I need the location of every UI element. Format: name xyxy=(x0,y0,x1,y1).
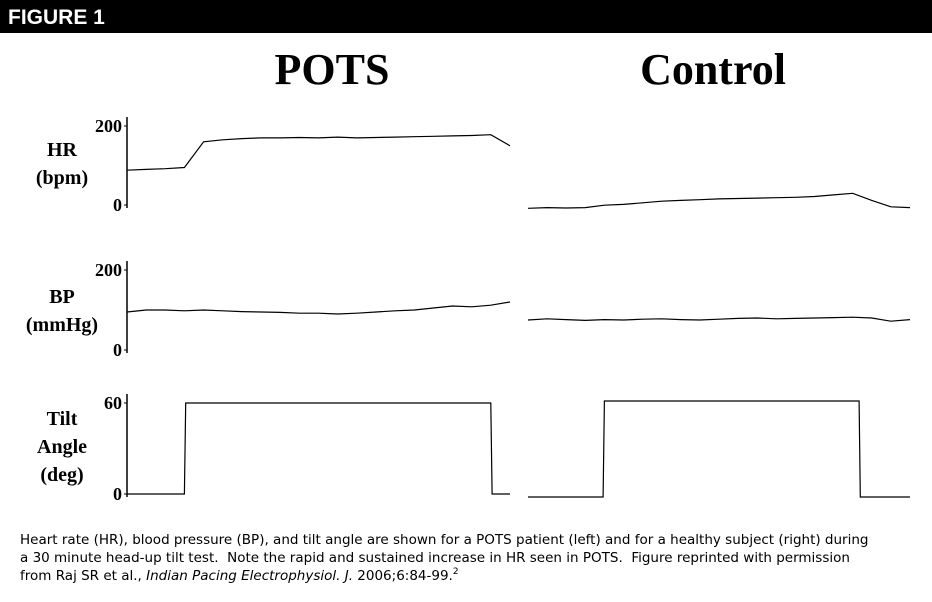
row-label: (mmHg) xyxy=(26,314,98,336)
trace xyxy=(127,402,510,495)
trace xyxy=(126,134,511,171)
citation-details: 2006;6:84-99. xyxy=(353,568,453,584)
row-label: (bpm) xyxy=(36,167,88,189)
y-tick-label: 0 xyxy=(113,484,122,504)
header-title: FIGURE 1 xyxy=(8,6,105,29)
row-label: Angle xyxy=(37,436,87,458)
row-label: HR xyxy=(47,139,78,161)
row-label: (deg) xyxy=(40,464,83,486)
y-tick-label: 200 xyxy=(95,260,122,280)
row-label: Tilt xyxy=(47,408,78,430)
y-tick-label: 0 xyxy=(113,340,122,360)
row-label: BP xyxy=(49,286,75,308)
citation-ref: 2 xyxy=(453,567,459,577)
trace xyxy=(528,400,910,498)
trace xyxy=(527,316,911,322)
caption-line: Heart rate (HR), blood pressure (BP), an… xyxy=(20,532,868,548)
header-bar xyxy=(0,0,932,33)
y-tick-label: 200 xyxy=(95,116,122,136)
y-tick-label: 0 xyxy=(113,195,122,215)
caption-citation: from Raj SR et al., Indian Pacing Electr… xyxy=(20,567,459,584)
y-tick-label: 60 xyxy=(104,393,122,413)
column-title: Control xyxy=(640,45,786,94)
column-title: POTS xyxy=(275,45,390,94)
citation-journal: Indian Pacing Electrophysiol. J. xyxy=(146,568,353,584)
citation-prefix: from Raj SR et al., xyxy=(20,568,146,584)
caption-line: a 30 minute head-up tilt test. Note the … xyxy=(20,550,850,566)
trace xyxy=(527,192,911,209)
trace xyxy=(126,301,511,315)
